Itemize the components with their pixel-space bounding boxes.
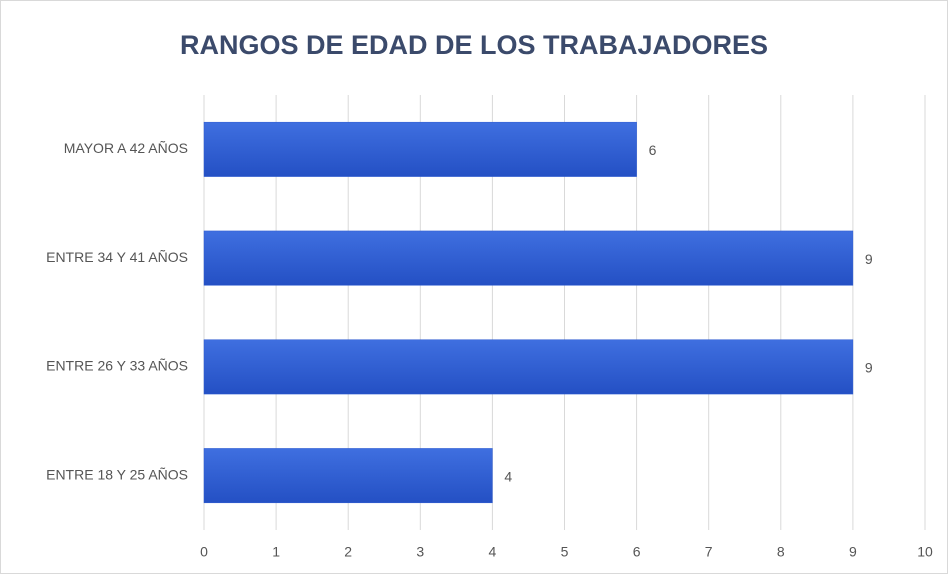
x-tick-label: 1 [272,544,280,560]
data-label: 4 [504,468,512,484]
y-tick-label: ENTRE 26 Y 33 AÑOS [46,358,188,374]
x-tick-label: 2 [344,544,352,560]
bar [203,448,493,504]
data-label: 9 [865,360,873,376]
x-tick-label: 0 [200,544,208,560]
y-tick-label: ENTRE 18 Y 25 AÑOS [46,466,188,482]
x-tick-label: 7 [705,544,713,560]
x-tick-label: 10 [917,544,933,560]
bar [203,121,637,177]
y-tick-label: ENTRE 34 Y 41 AÑOS [46,249,188,265]
bar [203,339,854,395]
chart-title: RANGOS DE EDAD DE LOS TRABAJADORES [180,30,768,60]
y-tick-label: MAYOR A 42 AÑOS [64,140,188,156]
x-tick-label: 4 [489,544,497,560]
data-label: 6 [649,142,657,158]
x-tick-label: 9 [849,544,857,560]
x-tick-label: 8 [777,544,785,560]
x-tick-label: 6 [633,544,641,560]
bar [203,230,854,286]
x-tick-label: 3 [416,544,424,560]
data-label: 9 [865,251,873,267]
x-tick-label: 5 [561,544,569,560]
